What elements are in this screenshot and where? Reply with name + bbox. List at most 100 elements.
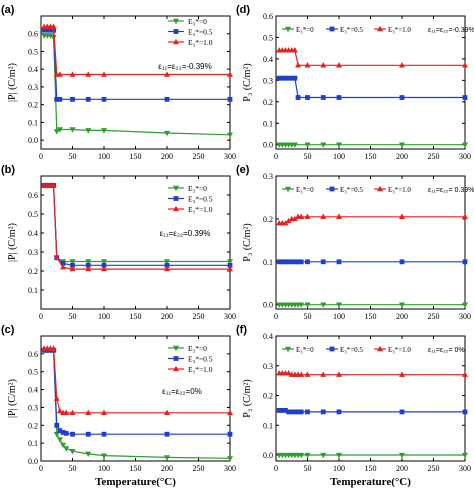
x-axis-label: Temperature(°C) [95,476,176,488]
data-point [86,97,91,102]
x-tick-label: 300 [459,152,471,161]
y-tick-label: 0.4 [28,65,38,74]
series-1 [277,76,468,100]
legend-label: E₃*=0.5 [340,346,363,354]
y-tick-label: 0.1 [263,119,273,128]
y-tick-label: 0.1 [28,439,38,448]
y-tick-label: 0.2 [263,392,273,401]
x-tick-label: 50 [69,464,77,473]
data-point [299,409,304,414]
x-tick-label: 300 [224,312,236,321]
x-tick-label: 200 [161,312,173,321]
x-tick-label: 0 [274,312,278,321]
y-tick-label: 0.2 [28,421,38,430]
x-tick-label: 50 [304,312,312,321]
y-tick-label: 0.3 [28,83,38,92]
x-tick-label: 100 [98,464,110,473]
panel-label: (e) [236,164,250,176]
data-point [58,97,63,102]
y-tick-label: 0.5 [28,368,38,377]
x-tick-label: 100 [333,464,345,473]
series-1 [277,408,468,414]
x-tick-label: 100 [333,152,345,161]
legend: E₃*=0E₃*=0.5E₃*=1.0 [168,17,213,47]
data-point [57,437,63,442]
data-point [463,95,468,100]
x-tick-label: 200 [396,152,408,161]
strain-annotation: ε₁₁=ε₂₂=0.39% [160,229,211,238]
y-axis-label: |P| (C/m²) [7,379,18,418]
series-0 [276,453,468,458]
x-tick-label: 250 [428,464,440,473]
series-2 [276,214,468,226]
strain-annotation: ε₁₁=ε₂₂= 0.39% [428,187,474,194]
y-tick-label: 0.0 [263,141,273,150]
plot-frame [276,336,465,461]
data-point [305,259,310,264]
series-2 [276,370,468,377]
plot-frame [276,176,465,309]
data-point [400,259,405,264]
legend-marker [174,196,179,201]
data-point [165,432,170,437]
x-tick-label: 250 [193,312,205,321]
legend: E₃*=0E₃*=0.5E₃*=1.0 [282,186,411,194]
x-tick-label: 150 [130,464,142,473]
y-tick-label: 0.1 [28,118,38,127]
legend-label: E₃*=1.0 [188,365,213,374]
legend-marker [330,347,335,352]
data-point [228,432,233,437]
y-axis-label: |P| (C/m²) [7,223,18,262]
y-tick-label: 0.6 [263,12,273,21]
strain-annotation: ε₁₁=ε₂₂= 0% [428,347,465,354]
data-point [400,95,405,100]
data-point [64,431,69,436]
data-point [86,432,91,437]
data-point [102,97,107,102]
data-point [102,432,107,437]
x-tick-label: 150 [365,312,377,321]
x-tick-label: 150 [130,152,142,161]
x-tick-label: 300 [224,464,236,473]
y-tick-label: 0.4 [263,332,273,341]
data-point [293,76,298,81]
series-line [279,78,465,97]
legend-label: E₃*=0 [296,186,314,194]
y-tick-label: 0.4 [28,386,38,395]
x-tick-label: 0 [39,312,43,321]
series-line [279,50,465,65]
legend-label: E₃*=0.5 [188,195,213,204]
x-tick-label: 150 [365,464,377,473]
legend-label: E₃*=0 [296,26,314,34]
x-tick-label: 150 [365,152,377,161]
data-point [337,409,342,414]
x-tick-label: 0 [39,152,43,161]
chart-panel-b: 0 50 100 150 200 250 3000.10.20.30.40.50.6|P| … [1,164,236,321]
y-tick-label: 0.6 [28,191,38,200]
y-tick-label: 0.3 [263,362,273,371]
series-2 [276,47,468,67]
y-axis-label: P₃ (C/m²) [242,223,253,261]
x-axis-label: Temperature(°C) [330,476,411,488]
legend-label: E₃*=1.0 [388,186,411,194]
data-point [463,409,468,414]
y-tick-label: 0.1 [263,258,273,267]
legend-marker [330,27,335,32]
y-tick-label: 0.1 [28,286,38,295]
legend-label: E₃*=0 [188,184,207,193]
data-point [228,97,233,102]
y-tick-label: 0.3 [28,248,38,257]
legend-marker [330,187,335,192]
data-point [463,259,468,264]
y-tick-label: 0.2 [263,98,273,107]
data-point [321,259,326,264]
y-axis-label: |P| (C/m²) [7,63,18,102]
x-tick-label: 200 [161,152,173,161]
data-point [70,97,75,102]
data-point [305,409,310,414]
legend-label: E₃*=0 [188,344,207,353]
x-tick-label: 200 [396,464,408,473]
chart-panel-d: 0 50 100 150 200 250 300 0.0 0.1 0.2 0.3 0.4 0.5 0.6 P… [236,4,474,161]
